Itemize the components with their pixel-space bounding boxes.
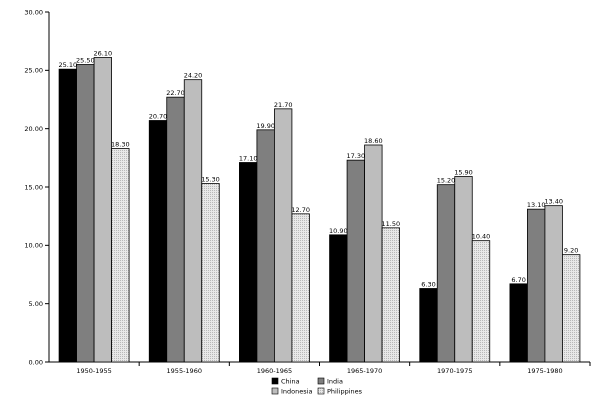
bar-philippines xyxy=(201,183,220,363)
data-label: 20.70 xyxy=(149,113,168,121)
legend-label: Philippines xyxy=(327,388,363,396)
bar-indonesia xyxy=(544,205,563,363)
bar-india xyxy=(436,184,456,363)
legend-label: Indonesia xyxy=(281,388,312,396)
bar-india xyxy=(166,96,185,363)
legend-swatch-philippines xyxy=(317,387,325,395)
data-label: 13.40 xyxy=(544,198,563,206)
data-label: 25.50 xyxy=(76,57,95,65)
bar-india xyxy=(76,64,95,363)
legend-label: India xyxy=(327,378,343,386)
data-label: 9.20 xyxy=(564,247,578,255)
y-tick-label: 20.00 xyxy=(24,125,43,133)
bar-indonesia xyxy=(274,108,293,363)
bars xyxy=(58,57,581,363)
data-label: 15.20 xyxy=(437,177,456,185)
data-label: 22.70 xyxy=(166,89,185,97)
bar-indonesia xyxy=(93,57,112,363)
data-label: 21.70 xyxy=(274,101,293,109)
y-tick-label: 0.00 xyxy=(29,358,43,366)
y-tick-label: 15.00 xyxy=(24,183,43,191)
x-tick-label: 1965-1970 xyxy=(347,367,382,375)
x-tick-label: 1955-1960 xyxy=(167,367,202,375)
data-label: 15.90 xyxy=(454,169,473,177)
x-axis: 1950-1955 1955-1960 1960-1965 1965-1970 1970… xyxy=(49,361,591,375)
bar-indonesia xyxy=(454,176,473,363)
y-tick-label: 5.00 xyxy=(29,300,43,308)
bar-india xyxy=(527,208,546,363)
data-label: 26.10 xyxy=(94,50,113,58)
legend-swatch-china xyxy=(271,377,279,385)
data-label: 10.40 xyxy=(472,233,491,241)
bar-philippines xyxy=(111,148,130,363)
bar-philippines xyxy=(562,254,581,363)
data-label: 6.30 xyxy=(421,281,435,289)
data-label: 6.70 xyxy=(511,276,525,284)
bar-philippines xyxy=(381,227,400,363)
data-label: 15.30 xyxy=(201,176,220,184)
data-label: 10.90 xyxy=(329,227,348,235)
bar-indonesia xyxy=(364,144,383,363)
bar-indonesia xyxy=(183,79,203,363)
bar-india xyxy=(346,159,365,363)
bar-india xyxy=(256,129,275,363)
legend-swatch-india xyxy=(317,377,325,385)
y-tick-label: 10.00 xyxy=(24,242,43,250)
bar-china xyxy=(329,234,348,363)
y-tick-label: 25.00 xyxy=(24,67,43,75)
data-label: 17.30 xyxy=(347,152,366,160)
data-label: 24.20 xyxy=(184,72,203,80)
x-tick-label: 1975-1980 xyxy=(527,367,562,375)
x-tick-label: 1950-1955 xyxy=(76,367,111,375)
bar-china xyxy=(239,162,258,363)
legend-swatch-indonesia xyxy=(271,387,279,395)
x-tick-label: 1970-1975 xyxy=(437,367,472,375)
legend: China India Indonesia Philippines xyxy=(271,377,363,396)
data-label: 19.90 xyxy=(256,122,275,130)
y-axis: 0.00 5.00 10.00 15.00 20.00 25.00 30.00 xyxy=(24,8,50,366)
data-label: 25.10 xyxy=(59,61,78,69)
bar-china xyxy=(419,288,438,363)
data-label: 13.10 xyxy=(527,201,546,209)
x-tick-label: 1960-1965 xyxy=(257,367,292,375)
data-label: 11.50 xyxy=(382,220,401,228)
data-label: 12.70 xyxy=(291,206,310,214)
y-tick-label: 30.00 xyxy=(24,8,43,16)
data-label: 18.30 xyxy=(111,141,130,149)
data-label: 18.60 xyxy=(364,137,383,145)
bar-philippines xyxy=(471,240,491,363)
bar-china xyxy=(148,120,168,363)
bar-philippines xyxy=(291,213,310,363)
data-label: 17.10 xyxy=(239,155,258,163)
bar-china xyxy=(509,283,528,363)
legend-label: China xyxy=(281,378,300,386)
bar-china xyxy=(58,68,77,363)
